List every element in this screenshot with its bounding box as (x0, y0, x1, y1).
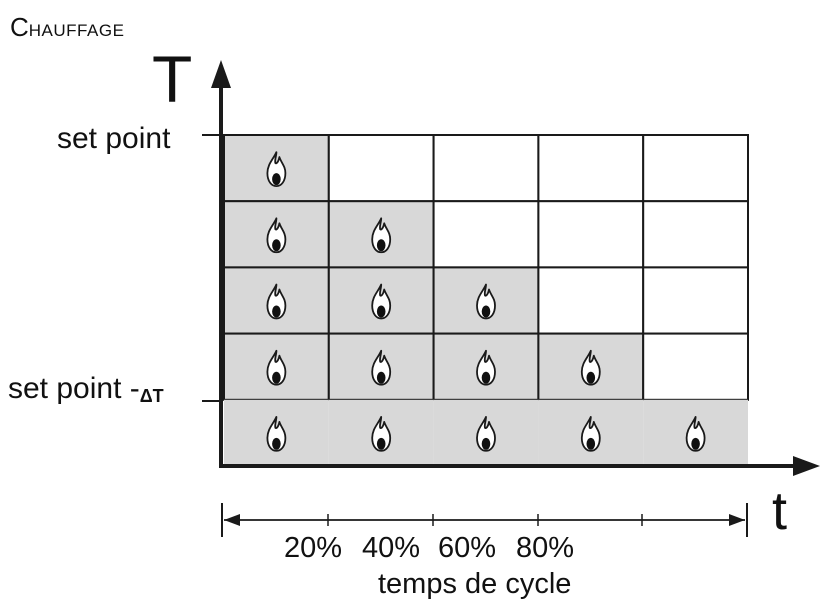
diagram-title: CHAUFFAGE (10, 12, 125, 42)
cell-heating-off (642, 332, 750, 401)
cell-heating-off (537, 200, 645, 269)
cell-heating-off (642, 200, 750, 269)
delta-t-label: ΔT (139, 386, 164, 406)
cycle-arrow-left (224, 514, 240, 526)
percent-label-80: 80% (516, 532, 575, 564)
cell-heating-off (432, 200, 540, 269)
percent-label-60: 60% (438, 532, 497, 564)
cell-heating-off (432, 134, 540, 203)
x-axis-arrow (793, 456, 820, 476)
y-axis-label: T (152, 42, 193, 116)
cycle-time-label: temps de cycle (378, 568, 572, 600)
cell-heating-off (642, 134, 750, 203)
cell-heating-off (537, 266, 645, 335)
cell-heating-off (327, 134, 435, 203)
cell-heating-off (642, 266, 750, 335)
cell-heating-off (537, 134, 645, 203)
set-point-minus-label: set point -ΔT (8, 372, 164, 406)
cycle-arrow-right (729, 514, 745, 526)
percent-label-20: 20% (284, 532, 343, 564)
cell-heating-on (327, 332, 435, 401)
percent-label-40: 40% (362, 532, 421, 564)
y-axis-arrow (211, 60, 231, 88)
x-axis-label: t (772, 481, 788, 541)
set-point-label: set point (57, 122, 171, 155)
cell-grid (223, 134, 750, 466)
